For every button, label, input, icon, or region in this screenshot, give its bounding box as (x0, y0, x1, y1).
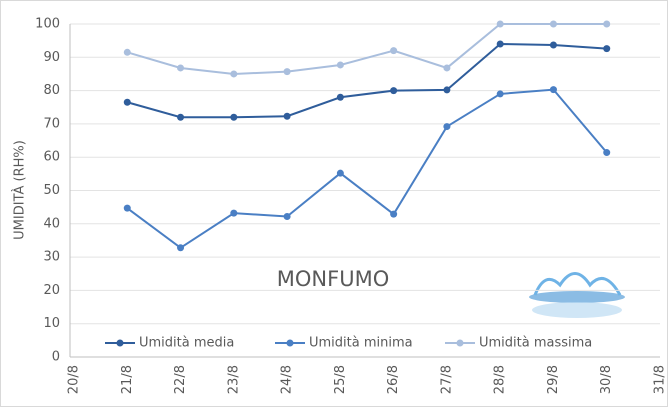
legend-label: Umidità media (139, 336, 234, 351)
water-splash (529, 272, 625, 318)
y-tick-label: 60 (43, 150, 60, 165)
y-tick-label: 50 (43, 183, 60, 198)
x-tick-label: 31/8 (653, 365, 668, 394)
y-tick-label: 10 (43, 316, 60, 331)
data-point (336, 61, 344, 69)
series-line (126, 23, 607, 75)
legend-label: Umidità massima (479, 336, 592, 351)
series-line (127, 42, 607, 119)
data-point (230, 70, 238, 78)
data-point (283, 112, 291, 120)
data-point (443, 86, 451, 94)
y-tick-label: 90 (43, 50, 60, 65)
y-axis-title: UMIDITÀ (RH%) (12, 140, 28, 240)
y-tick-label: 30 (43, 250, 60, 265)
y-tick-label: 0 (52, 350, 60, 365)
data-point (230, 209, 238, 217)
legend-marker (286, 339, 294, 347)
data-point (123, 48, 131, 56)
data-point (549, 86, 557, 94)
legend-marker (456, 339, 464, 347)
y-tick-label: 20 (43, 283, 60, 298)
x-tick-label: 21/8 (120, 365, 135, 394)
data-point (496, 90, 504, 98)
x-tick-label: 29/8 (546, 365, 561, 394)
data-point (603, 149, 611, 157)
y-tick-label: 70 (43, 116, 60, 131)
data-point (603, 45, 611, 53)
data-point (390, 87, 398, 95)
data-point (496, 20, 504, 28)
data-point (549, 41, 557, 49)
x-tick-label: 25/8 (333, 365, 348, 394)
data-point (390, 47, 398, 55)
data-point (283, 68, 291, 76)
x-tick-label: 30/8 (599, 365, 614, 394)
x-tick-label: 24/8 (280, 365, 295, 394)
x-tick-label: 28/8 (493, 365, 508, 394)
x-tick-label: 22/8 (173, 365, 188, 394)
y-tick-label: 40 (43, 216, 60, 231)
data-point (443, 64, 451, 72)
data-point (177, 244, 185, 252)
data-point (443, 123, 451, 131)
legend-marker (116, 339, 124, 347)
data-point (603, 20, 611, 28)
data-point (496, 40, 504, 48)
data-point (336, 169, 344, 177)
x-tick-label: 27/8 (439, 365, 454, 394)
data-point (390, 210, 398, 218)
series-line (126, 88, 608, 249)
annotation: MONFUMO (277, 267, 389, 291)
y-tick-label: 100 (35, 17, 60, 32)
x-tick-label: 20/8 (67, 365, 82, 394)
x-tick-label: 26/8 (386, 365, 401, 394)
data-point (123, 98, 131, 106)
data-point (177, 64, 185, 72)
y-tick-label: 80 (43, 83, 60, 98)
legend-label: Umidità minima (309, 336, 413, 351)
data-point (549, 20, 557, 28)
data-point (283, 212, 291, 220)
data-point (123, 204, 131, 212)
data-point (177, 113, 185, 121)
data-point (230, 113, 238, 121)
data-point (336, 93, 344, 101)
x-tick-label: 23/8 (226, 365, 241, 394)
